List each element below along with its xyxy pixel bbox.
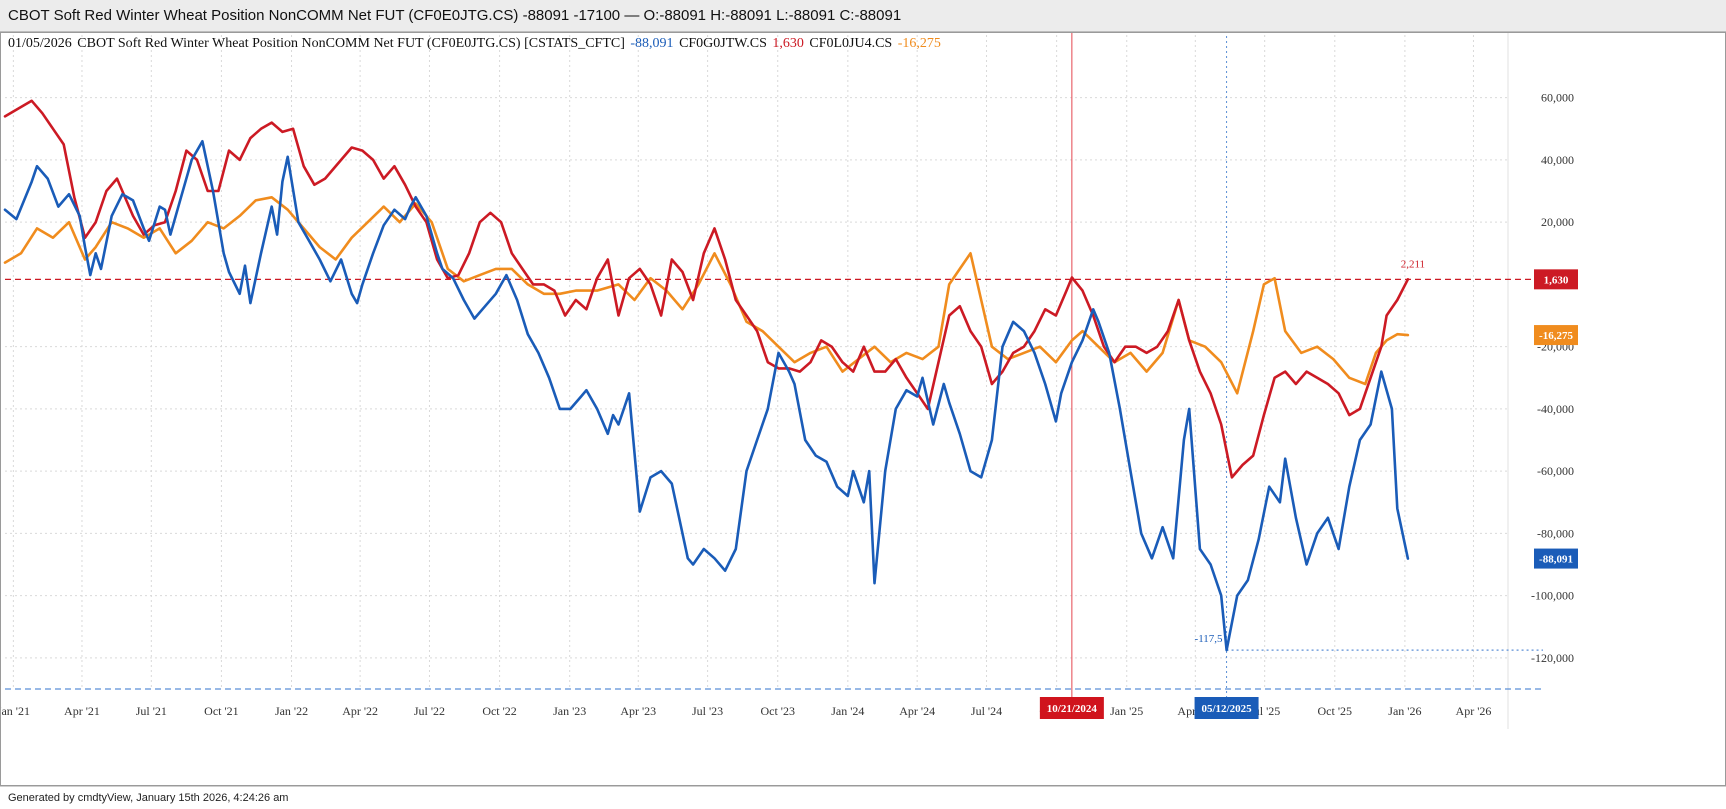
x-tick-label: Oct '22 [482,704,517,718]
last-value-badge-text: -88,091 [1539,554,1573,566]
last-value-badge-bg [1534,269,1578,290]
legend-series2-value: 1,630 [772,36,804,51]
x-tick-label: Oct '25 [1318,704,1353,718]
last-value-badge-text: -16,275 [1539,330,1573,342]
x-tick-label: Apr '21 [64,704,100,718]
legend-series3-value: -16,275 [897,36,941,51]
x-tick-label: Jan '24 [831,704,864,718]
x-tick-label: Jan '26 [1388,704,1421,718]
price-chart[interactable]: Jan '21 Apr '21 Jul '21 Oct '21 Jan '22 Apr '… [1,33,1725,785]
legend-main-name: CBOT Soft Red Winter Wheat Position NonC… [77,36,625,51]
legend-series3-name: CF0L0JU4.CS [809,36,893,51]
last-value-badge-blue: -88,091 [1534,548,1578,569]
x-tick-label: Jan '23 [553,704,586,718]
x-tick-label: Apr '23 [620,704,656,718]
legend-line: 01/05/2026 CBOT Soft Red Winter Wheat Po… [8,36,943,52]
legend-date: 01/05/2026 [8,36,72,51]
x-tick-label: Jul '22 [414,704,445,718]
x-tick-label: Oct '23 [760,704,795,718]
legend-series2-name: CF0G0JTW.CS [679,36,767,51]
y-tick-label: 60,000 [1541,91,1574,105]
x-tick-label: Jan '21 [1,704,30,718]
x-tick-label: Jul '24 [971,704,1002,718]
crosshair-date-badge: 10/21/2024 [1039,697,1104,719]
annotation-label: 2,211 [1401,259,1425,271]
last-value-badge-orange: -16,275 [1534,325,1578,346]
x-tick-label: Jul '21 [136,704,167,718]
last-value-badge-red: 1,630 [1534,269,1578,290]
legend-main-value: -88,091 [630,36,674,51]
y-tick-label: -80,000 [1537,526,1574,540]
last-value-badge-bg [1534,548,1578,569]
crosshair-date-badge-secondary-text: 05/12/2025 [1202,703,1253,715]
x-tick-label: Apr '24 [899,704,935,718]
footer-credit: Generated by cmdtyView, January 15th 202… [0,786,1726,808]
x-tick-label: Jan '22 [275,704,308,718]
crosshair-date-badge-text: 10/21/2024 [1047,703,1098,715]
crosshair-date-badge-bg [1039,697,1104,719]
y-tick-label: -120,000 [1531,651,1574,665]
last-value-badge-bg [1534,325,1578,346]
annotation-label: -117,5 [1195,633,1224,645]
crosshair-date-badge-secondary-bg [1194,697,1259,719]
y-tick-label: -60,000 [1537,464,1574,478]
chart-frame[interactable]: Jan '21 Apr '21 Jul '21 Oct '21 Jan '22 Apr '… [0,32,1726,786]
window-title: CBOT Soft Red Winter Wheat Position NonC… [0,0,1726,32]
y-tick-label: 20,000 [1541,215,1574,229]
x-tick-label: Apr '26 [1456,704,1492,718]
y-tick-label: -40,000 [1537,402,1574,416]
x-tick-label: Jul '23 [692,704,723,718]
x-tick-label: Oct '21 [204,704,239,718]
series-line-blue [3,140,1410,652]
y-tick-label: -100,000 [1531,589,1574,603]
last-value-badge-text: 1,630 [1544,274,1569,286]
crosshair-date-badge-secondary: 05/12/2025 [1194,697,1259,719]
series-line-red [3,99,1410,479]
x-tick-label: Apr '22 [342,704,378,718]
series-line-orange [3,196,1410,395]
x-tick-label: Jan '25 [1110,704,1143,718]
y-tick-label: 40,000 [1541,153,1574,167]
